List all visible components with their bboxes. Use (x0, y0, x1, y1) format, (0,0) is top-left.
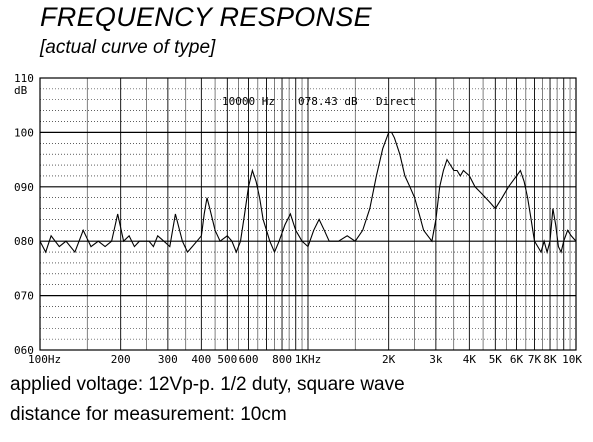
x-tick-label: 600 (239, 353, 259, 366)
x-tick-label: 4K (463, 353, 477, 366)
readout-mode: Direct (376, 95, 416, 108)
applied-voltage-note: applied voltage: 12Vp-p. 1/2 duty, squar… (10, 374, 405, 395)
major-grid (40, 78, 576, 350)
chart-subtitle: [actual curve of type] (40, 37, 216, 58)
y-tick-label: 080 (14, 235, 34, 248)
y-tick-label: 090 (14, 181, 34, 194)
x-tick-label: 5K (489, 353, 503, 366)
chart-title: FREQUENCY RESPONSE (40, 2, 372, 32)
measurement-readout: 10000 Hz 078.43 dB Direct (222, 95, 416, 108)
x-tick-label: 7K (528, 353, 542, 366)
x-tick-label: 800 (272, 353, 292, 366)
x-tick-label: 300 (158, 353, 178, 366)
y-axis-label: dB (14, 84, 28, 97)
x-tick-label: 3k (429, 353, 443, 366)
distance-note: distance for measurement: 10cm (10, 404, 287, 425)
y-tick-label: 060 (14, 344, 34, 357)
x-tick-label: 8K (543, 353, 557, 366)
readout-level: 078.43 dB (298, 95, 358, 108)
x-axis-ticks: 100Hz 200 300 400 500 600 800 1KHz 2K 3k 4K 5K 6K 7K 8… (28, 353, 582, 366)
y-axis-ticks: 110 100 090 080 070 060 (14, 72, 34, 357)
y-tick-label: 070 (14, 290, 34, 303)
plot-frame (39, 77, 577, 351)
x-tick-label: 1KHz (295, 353, 322, 366)
series-line (39, 131, 577, 255)
x-tick-label: 100Hz (28, 353, 61, 366)
x-tick-label: 500 (217, 353, 237, 366)
y-tick-label: 110 (14, 72, 34, 85)
x-tick-label: 6K (510, 353, 524, 366)
readout-frequency: 10000 Hz (222, 95, 275, 108)
y-tick-label: 100 (14, 126, 34, 139)
x-tick-label: 2K (382, 353, 396, 366)
x-tick-label: 200 (111, 353, 131, 366)
x-tick-label: 400 (191, 353, 211, 366)
x-tick-label: 10K (562, 353, 582, 366)
